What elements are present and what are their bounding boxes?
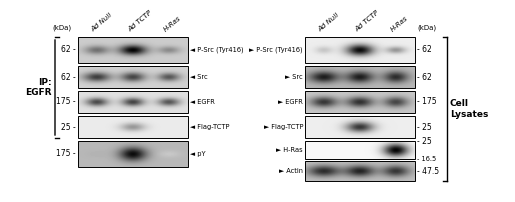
Bar (78, 141, 188, 167)
Text: IP:
EGFR: IP: EGFR (26, 78, 52, 97)
Text: Cell
Lysates: Cell Lysates (450, 99, 488, 119)
Bar (305, 161, 415, 181)
Bar (305, 91, 415, 113)
Text: ► P-Src (Tyr416): ► P-Src (Tyr416) (249, 47, 303, 53)
Text: ◄ P-Src (Tyr416): ◄ P-Src (Tyr416) (190, 47, 244, 53)
Text: Ad Null: Ad Null (318, 12, 341, 33)
Text: H-Ras: H-Ras (162, 15, 182, 33)
Text: 62 -: 62 - (61, 73, 76, 81)
Bar (305, 37, 415, 63)
Bar (305, 66, 415, 88)
Bar (78, 91, 188, 113)
Bar (78, 37, 188, 63)
Text: ◄ pY: ◄ pY (190, 151, 205, 157)
Text: - 62: - 62 (417, 45, 432, 55)
Text: 25 -: 25 - (61, 122, 76, 132)
Bar (78, 116, 188, 138)
Text: - 25: - 25 (417, 137, 432, 145)
Text: Ad Null: Ad Null (91, 12, 114, 33)
Text: ► EGFR: ► EGFR (278, 99, 303, 105)
Text: - 47.5: - 47.5 (417, 166, 439, 176)
Text: ► Src: ► Src (285, 74, 303, 80)
Text: - 62: - 62 (417, 73, 432, 81)
Text: 62 -: 62 - (61, 45, 76, 55)
Text: ► Actin: ► Actin (279, 168, 303, 174)
Bar (305, 116, 415, 138)
Text: (kDa): (kDa) (53, 24, 72, 31)
Text: Ad TCTP: Ad TCTP (354, 10, 380, 33)
Text: ◄ Flag-TCTP: ◄ Flag-TCTP (190, 124, 230, 130)
Bar (305, 141, 415, 159)
Text: - 25: - 25 (417, 122, 432, 132)
Text: ► H-Ras: ► H-Ras (277, 147, 303, 153)
Text: Ad TCTP: Ad TCTP (127, 10, 153, 33)
Text: ► Flag-TCTP: ► Flag-TCTP (264, 124, 303, 130)
Text: - 16.5: - 16.5 (417, 156, 436, 162)
Text: ◄ Src: ◄ Src (190, 74, 208, 80)
Text: (kDa): (kDa) (417, 24, 436, 31)
Text: - 175: - 175 (417, 98, 437, 106)
Text: 175 -: 175 - (56, 149, 76, 159)
Text: 175 -: 175 - (56, 98, 76, 106)
Text: H-Ras: H-Ras (389, 15, 409, 33)
Text: ◄ EGFR: ◄ EGFR (190, 99, 215, 105)
Bar (78, 66, 188, 88)
